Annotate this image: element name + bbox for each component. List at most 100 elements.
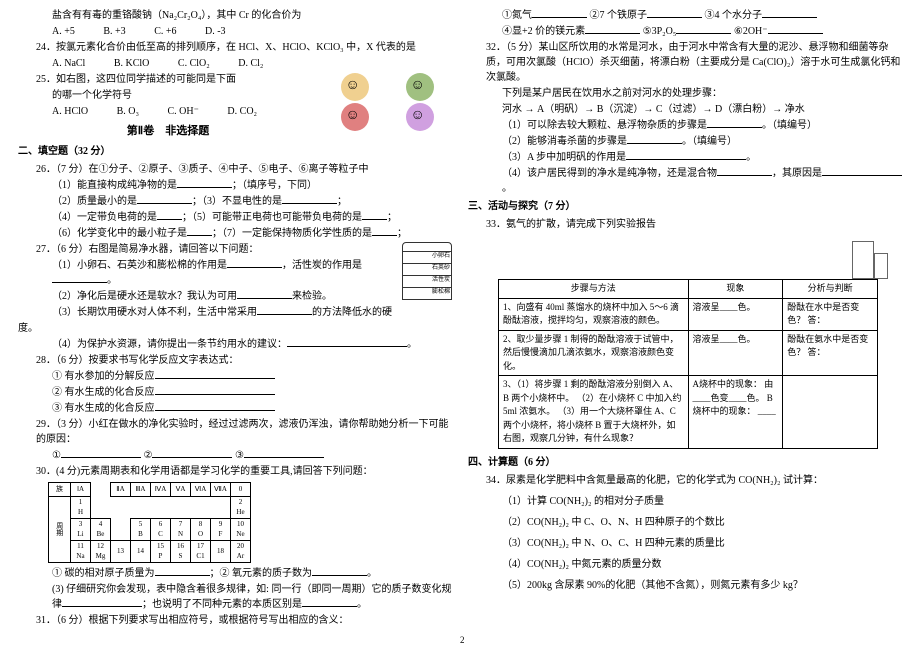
pt-hdr: 族	[49, 482, 71, 496]
q26-sub3: （4）一定带负电荷的是；（5）可能带正电荷也可能带负电荷的是；	[18, 210, 452, 225]
blank	[52, 273, 107, 283]
pt-period: 周期	[49, 496, 71, 562]
q25-opt-b: B. O₃	[117, 104, 139, 119]
q26-2-text: （2）质量最小的是	[52, 196, 137, 207]
q30-1b: ；② 氧元素的质子数为	[210, 568, 313, 579]
blank	[287, 337, 407, 347]
q31-i4: ④显+2 价的镁元素	[502, 26, 585, 37]
pt-cell: 10Ne	[231, 518, 251, 540]
exp-cell: 酚酞在氨水中是否变色？ 答：	[783, 330, 878, 376]
blank	[237, 289, 292, 299]
q34-2: （2）CO(NH₂)₂ 中 C、O、N、H 四种原子的个数比	[468, 515, 902, 530]
q26-3-text: （4）一定带负电荷的是	[52, 212, 157, 223]
blank	[717, 166, 772, 176]
exp-cell: 酚酞在水中是否变色？ 答：	[783, 298, 878, 330]
blank	[244, 448, 324, 458]
pt-cell: 18	[211, 540, 231, 562]
pt-cell: 17C1	[191, 540, 211, 562]
q27-2-text: （2）净化后是硬水还是软水？我认为可用	[52, 291, 237, 302]
blank	[257, 305, 312, 315]
water-filter-diagram: 小卵石 石英砂 活性炭 膨松棉	[402, 242, 452, 322]
q32-4-text: （4）该户居民得到的净水是纯净物，还是混合物	[502, 168, 717, 179]
q30-2: (3) 仔细研究你会发现，表中隐含着很多规律，如: 同一行（即同一周期）它的质子…	[18, 582, 452, 612]
q25-opt-d: D. CO₂	[227, 104, 257, 119]
exp-hdr: 分析与判断	[783, 280, 878, 299]
q34-4: （4）CO(NH₂)₂ 中氮元素的质量分数	[468, 557, 902, 572]
q32-2-text: （2）能够消毒杀菌的步骤是	[502, 136, 627, 147]
q34-1: （1）计算 CO(NH₂)₂ 的相对分子质量	[468, 494, 902, 509]
q32-1: （1）可以除去较大颗粒、悬浮物杂质的步骤是。（填编号）	[468, 118, 902, 133]
q31-i6: ⑥2OH⁻	[734, 26, 768, 37]
q26-2b: ；（3）不显电性的是	[192, 196, 282, 207]
q23-opt-d: D. -3	[205, 24, 226, 39]
pt-hdr: ⅠA	[71, 482, 91, 496]
exp-cell: 2、取少量步骤 1 制得的酚酞溶液于试管中，然后慢慢滴加几滴浓氨水，观察溶液颜色…	[499, 330, 689, 376]
q28-stem: 28．（6 分）按要求书写化学反应文字表达式：	[18, 353, 452, 368]
section3-heading: 三、活动与探究（7 分）	[468, 199, 902, 214]
q28-2: ② 有水生成的化合反应	[18, 385, 452, 400]
exp-cell: 1、向盛有 40ml 蒸馏水的烧杯中加入 5～6 滴酚酞溶液，搅拌均匀，观察溶液…	[499, 298, 689, 330]
exp-cell: A烧杯中的现象： 由____色变____色。 B烧杯中的现象： ____	[688, 376, 783, 449]
q30-1-text: ① 碳的相对原子质量为	[52, 568, 155, 579]
exp-cell: 溶液呈____色。	[688, 330, 783, 376]
q31-stem: 31．（6 分）根据下列要求写出相应符号，或根据符号写出相应的含义：	[18, 613, 452, 628]
blank	[155, 385, 275, 395]
blank	[157, 210, 182, 220]
pt-cell: 2He	[231, 496, 251, 518]
q34-stem: 34．尿素是化学肥料中含氮量最高的化肥，它的化学式为 CO(NH₂)₂ 试计算：	[468, 473, 902, 488]
pt-cell: 4Be	[91, 518, 111, 540]
q27-3-text: （3）长期饮用硬水对人体不利，生活中常采用	[52, 307, 257, 318]
q26-stem: 26．（7 分）在①分子、②原子、③质子、④中子、⑤电子、⑥离子等粒子中	[18, 162, 452, 177]
q32-4: （4）该户居民得到的净水是纯净物，还是混合物，其原因是。	[468, 166, 902, 196]
q26-1b: ；（填序号，下同）	[232, 180, 317, 191]
q31-row2: ④显+2 价的镁元素 ⑤3P₂O₅ ⑥2OH⁻	[468, 24, 902, 39]
q32-3-text: （3）A 步中加明矾的作用是	[502, 152, 626, 163]
blank	[152, 448, 232, 458]
q30-1: ① 碳的相对原子质量为；② 氧元素的质子数为。	[18, 566, 452, 581]
pt-cell: 3Li	[71, 518, 91, 540]
blank	[676, 24, 731, 34]
q23-opt-b: B. +3	[103, 24, 125, 39]
q24-options: A. NaCl B. KClO C. ClO₂ D. Cl₂	[18, 56, 452, 71]
q24-stem: 24．按氯元素化合价由低至高的排列顺序，在 HCl、X、HClO、KClO₃ 中…	[18, 40, 452, 55]
q30-stem: 30．(4 分)元素周期表和化学用语都是学习化学的重要工具,请回答下列问题：	[18, 464, 452, 479]
blank	[177, 178, 232, 188]
blank	[822, 166, 902, 176]
q26-3b: ；（5）可能带正电荷也可能带负电荷的是	[182, 212, 362, 223]
q25-opt-c: C. OH⁻	[168, 104, 199, 119]
blank	[768, 24, 823, 34]
blank	[312, 566, 367, 576]
pt-hdr: ⅡA	[111, 482, 131, 496]
beaker-diagram	[852, 241, 902, 279]
blank	[302, 597, 357, 607]
q23-stem-tail: 盐含有有毒的重铬酸钠（Na₂Cr₂O₄），其中 Cr 的化合价为	[18, 8, 452, 23]
pt-hdr: 0	[231, 482, 251, 496]
q32-c: 河水 → A（明矾）→ B（沉淀）→ C（过滤）→ D（漂白粉）→ 净水	[468, 102, 902, 117]
q31-i5: ⑤3P₂O₅	[643, 26, 677, 37]
q27-2b: 来检验。	[292, 291, 332, 302]
blank	[282, 194, 337, 204]
blank	[155, 566, 210, 576]
exp-hdr: 现象	[688, 280, 783, 299]
q28-3: ③ 有水生成的化合反应	[18, 401, 452, 416]
blank	[707, 118, 762, 128]
blank	[62, 597, 142, 607]
q31-row1: ①氮气 ②7 个铁原子 ③4 个水分子	[468, 8, 902, 23]
q27-1: （1）小卵石、石英沙和膨松棉的作用是，活性炭的作用是。	[18, 258, 452, 288]
q29-i3: ③	[235, 450, 244, 461]
q33-stem: 33．氨气的扩散，请完成下列实验报告	[468, 217, 902, 232]
section2-heading: 二、填空题（32 分）	[18, 144, 452, 159]
blank	[627, 134, 682, 144]
q24-opt-b: B. KClO	[114, 56, 150, 71]
q24-opt-d: D. Cl₂	[238, 56, 263, 71]
pt-cell: 16S	[171, 540, 191, 562]
pt-hdr: ⅤA	[171, 482, 191, 496]
q26-4-text: （6）化学变化中的最小粒子是	[52, 228, 187, 239]
q32-stem: 32．（5 分）某山区所饮用的水常是河水，由于河水中常含有大量的泥沙、悬浮物和细…	[468, 40, 902, 85]
q30-2b: ；也说明了不同种元素的本质区别是	[142, 599, 302, 610]
q26-sub4: （6）化学变化中的最小粒子是；（7）一定能保持物质化学性质的是；	[18, 226, 452, 241]
q31-i3: ③4 个水分子	[705, 10, 763, 21]
pt-hdr: ⅢA	[131, 482, 151, 496]
q34-5: （5）200kg 含尿素 90%的化肥（其他不含氮），则氮元素有多少 kg？	[468, 578, 902, 593]
q28-2-text: ② 有水生成的化合反应	[52, 387, 155, 398]
